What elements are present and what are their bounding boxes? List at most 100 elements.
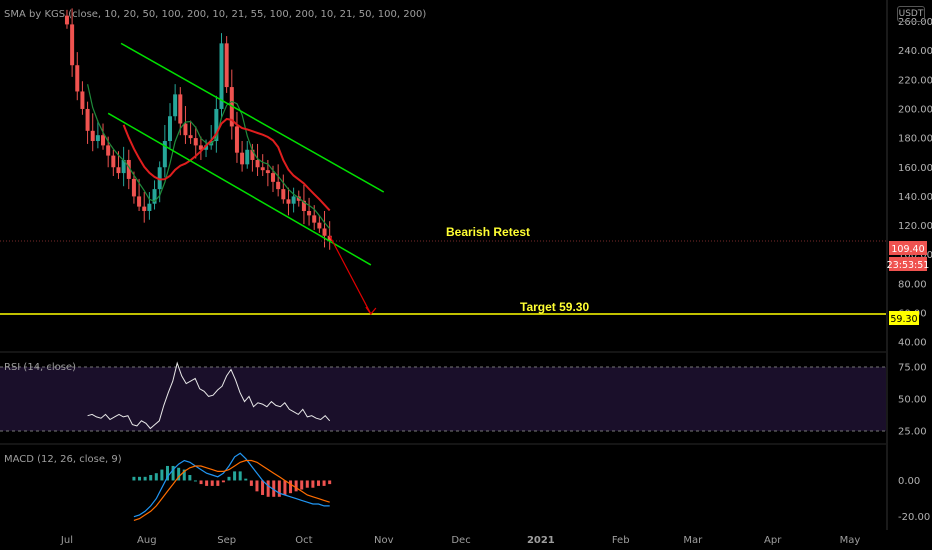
- candle-body: [260, 167, 265, 171]
- macd-histogram-bar: [160, 469, 164, 481]
- target-annotation: Target 59.30: [520, 300, 589, 314]
- candle-body: [80, 91, 85, 109]
- x-tick-label: May: [840, 535, 861, 546]
- chart-title: SMA by KGS (close, 10, 20, 50, 100, 200,…: [4, 9, 426, 20]
- x-tick-label: Apr: [764, 535, 782, 546]
- price-tick-label: 200.00: [898, 104, 932, 115]
- candle-body: [327, 235, 332, 242]
- countdown-value: 23:53:51: [887, 260, 930, 271]
- price-tick-label: 40.00: [898, 338, 927, 349]
- candle-body: [116, 167, 121, 174]
- price-tick-label: 180.00: [898, 134, 932, 145]
- candle-body: [312, 215, 317, 223]
- candle-body: [245, 149, 250, 165]
- candle-body: [137, 196, 142, 207]
- candle-body: [224, 43, 229, 88]
- macd-signal-line: [133, 459, 330, 521]
- candle-body: [219, 43, 224, 109]
- candle-body: [157, 167, 162, 190]
- retest-arrow-line: [329, 235, 372, 315]
- candle-body: [126, 159, 131, 179]
- candle-body: [214, 108, 219, 142]
- macd-histogram-bar: [221, 480, 225, 483]
- price-tick-label: 120.00: [898, 221, 932, 232]
- macd-histogram-bar: [132, 476, 136, 481]
- macd-histogram-bar: [300, 480, 304, 490]
- retest-arrow-head: [365, 306, 377, 316]
- candle-body: [307, 210, 312, 216]
- candle-body: [204, 145, 209, 150]
- candle-body: [95, 135, 100, 142]
- x-tick-label: Jul: [60, 535, 73, 546]
- candle-body: [193, 138, 198, 146]
- candle-body: [301, 200, 306, 211]
- candle-body: [240, 152, 245, 165]
- macd-histogram-bar: [294, 480, 298, 492]
- candle-body: [173, 94, 178, 117]
- macd-histogram-bar: [316, 480, 320, 486]
- price-tick-label: 80.00: [898, 279, 927, 290]
- macd-histogram-bar: [255, 480, 259, 492]
- macd-histogram-bar: [249, 480, 253, 486]
- candle-body: [101, 135, 106, 146]
- countdown-tag: 23:53:51: [887, 257, 930, 271]
- channel-upper-line: [120, 42, 385, 193]
- rsi-tick-label: 50.00: [898, 395, 927, 406]
- candle-body: [265, 170, 270, 174]
- candle-body: [152, 189, 157, 204]
- price-tick-label: 140.00: [898, 192, 932, 203]
- candle-body: [167, 116, 172, 142]
- macd-histogram-bar: [305, 480, 309, 488]
- candle-body: [162, 141, 167, 168]
- macd-histogram-bar: [143, 476, 147, 481]
- candle-body: [183, 123, 188, 136]
- target-price-value: 59.30: [890, 314, 917, 325]
- candle-body: [317, 222, 322, 229]
- candle-body: [188, 135, 193, 139]
- x-tick-label: 2021: [527, 535, 555, 546]
- macd-line: [133, 452, 330, 518]
- macd-tick-label: 0.00: [898, 476, 920, 487]
- price-tick-label: 100.00: [898, 250, 932, 261]
- candle-body: [276, 181, 281, 190]
- price-tick-label: 160.00: [898, 163, 932, 174]
- x-tick-label: Aug: [137, 535, 157, 546]
- candle-body: [147, 203, 152, 211]
- candle-body: [281, 189, 286, 200]
- macd-histogram-bar: [289, 480, 293, 494]
- last-price-value: 109.40: [891, 244, 924, 255]
- macd-histogram-bar: [205, 480, 209, 486]
- price-tick-label: 220.00: [898, 75, 932, 86]
- price-tick-label: 260.00: [898, 17, 932, 28]
- macd-histogram-bar: [328, 480, 332, 485]
- x-tick-label: Sep: [217, 535, 236, 546]
- macd-histogram-bar: [199, 480, 203, 485]
- currency-button[interactable]: USDT: [897, 6, 925, 22]
- candle-body: [131, 178, 136, 197]
- macd-histogram-bar: [227, 476, 231, 481]
- candle-body: [291, 196, 296, 204]
- candle-body: [70, 24, 75, 66]
- macd-histogram-bar: [210, 480, 214, 486]
- candle-body: [64, 15, 69, 25]
- macd-histogram-bar: [216, 480, 220, 486]
- candle-body: [142, 206, 147, 211]
- x-tick-label: Oct: [295, 535, 312, 546]
- macd-histogram-bar: [188, 475, 192, 481]
- rsi-band: [0, 366, 886, 432]
- candle-body: [250, 149, 255, 160]
- macd-histogram-bar: [238, 471, 242, 481]
- target-price-tag: 59.30: [889, 311, 919, 325]
- candle-body: [255, 159, 260, 168]
- candle-body: [90, 130, 95, 142]
- sma-slow-line: [122, 117, 331, 212]
- macd-histogram-bar: [171, 465, 175, 481]
- macd-label: MACD (12, 26, close, 9): [4, 454, 122, 465]
- macd-histogram-bar: [233, 471, 237, 481]
- last-price-tag: 109.40: [889, 241, 927, 255]
- macd-histogram-bar: [261, 480, 265, 495]
- x-tick-label: Mar: [683, 535, 703, 546]
- macd-histogram-bar: [149, 475, 153, 481]
- macd-histogram-bar: [177, 467, 181, 481]
